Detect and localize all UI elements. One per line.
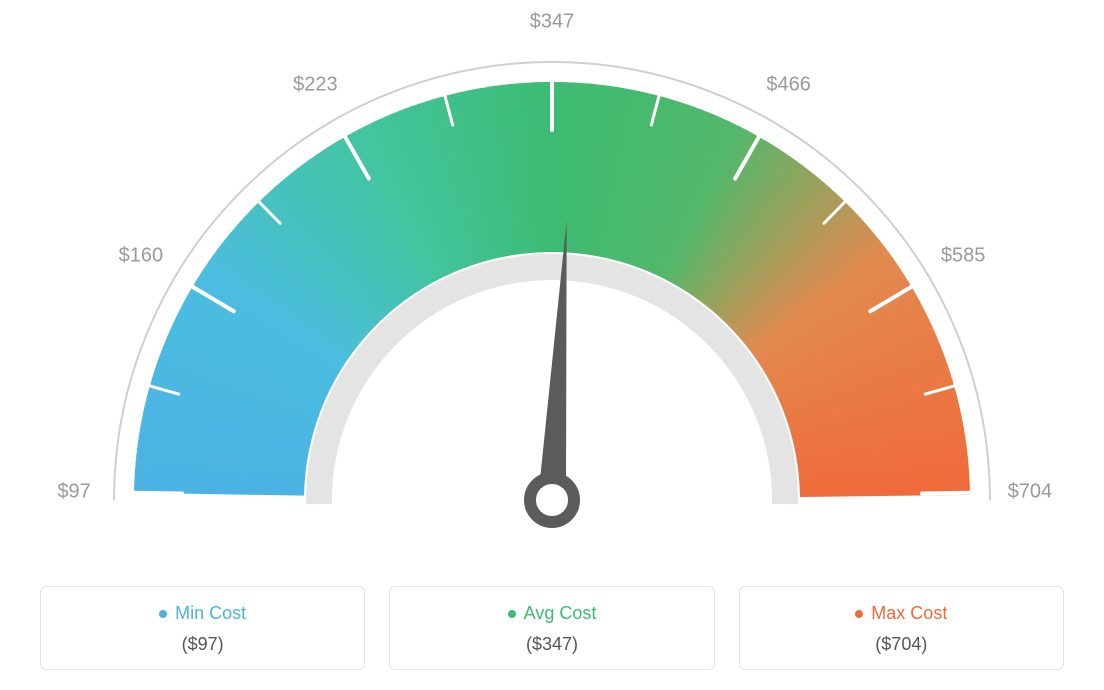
dot-icon — [159, 610, 167, 618]
legend-min-value: ($97) — [51, 634, 354, 655]
legend-avg-title: Avg Cost — [400, 603, 703, 624]
dot-icon — [855, 610, 863, 618]
legend-avg: Avg Cost ($347) — [389, 586, 714, 670]
gauge-tick-label: $585 — [941, 245, 986, 268]
legend-avg-label: Avg Cost — [524, 603, 597, 623]
legend-min-title: Min Cost — [51, 603, 354, 624]
legend-min: Min Cost ($97) — [40, 586, 365, 670]
legend-max: Max Cost ($704) — [739, 586, 1064, 670]
legend-row: Min Cost ($97) Avg Cost ($347) Max Cost … — [40, 586, 1064, 670]
cost-gauge-chart: $97 $160 $223 $347 $466 $585 $704 Min Cost ($9… — [0, 0, 1104, 690]
gauge-tick-label: $704 — [1008, 480, 1053, 503]
gauge-svg — [0, 0, 1104, 560]
legend-max-value: ($704) — [750, 634, 1053, 655]
gauge-tick-label: $97 — [57, 480, 90, 503]
legend-max-title: Max Cost — [750, 603, 1053, 624]
legend-max-label: Max Cost — [871, 603, 947, 623]
gauge-tick-label: $466 — [766, 73, 811, 96]
legend-avg-value: ($347) — [400, 634, 703, 655]
gauge-tick-label: $347 — [530, 11, 575, 34]
gauge-area: $97 $160 $223 $347 $466 $585 $704 — [0, 0, 1104, 560]
gauge-tick-label: $160 — [119, 245, 164, 268]
dot-icon — [508, 610, 516, 618]
gauge-tick-label: $223 — [293, 73, 338, 96]
legend-min-label: Min Cost — [175, 603, 246, 623]
